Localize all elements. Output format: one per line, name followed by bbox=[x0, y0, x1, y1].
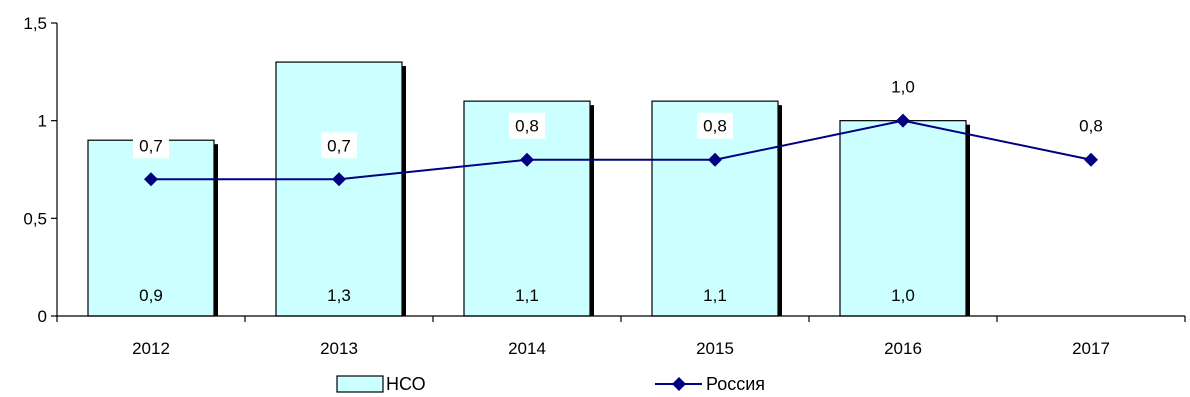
legend-swatch-nso bbox=[336, 375, 384, 393]
legend-swatch-russia-marker bbox=[672, 377, 686, 391]
legend-label-russia: Россия bbox=[706, 374, 765, 394]
line-label-bg-2015 bbox=[697, 112, 733, 139]
marker-russia-2015 bbox=[708, 152, 722, 167]
y-tick-label-0: 0 bbox=[38, 307, 47, 326]
x-tick-label-2017: 2017 bbox=[1072, 339, 1110, 358]
bar-label-2014: 1,1 bbox=[515, 286, 539, 305]
line-label-bg-2017 bbox=[1073, 112, 1109, 139]
bars-layer bbox=[87, 61, 970, 317]
marker-russia-2013 bbox=[332, 172, 346, 187]
bar-2016 bbox=[839, 120, 967, 317]
bar-2012 bbox=[87, 139, 215, 317]
x-tick-label-2014: 2014 bbox=[508, 339, 546, 358]
bar-label-2013: 1,3 bbox=[327, 286, 351, 305]
bar-2013 bbox=[275, 61, 403, 317]
line-label-bg-2013 bbox=[321, 132, 357, 159]
line-label-bg-2014 bbox=[509, 112, 545, 139]
marker-russia-2014 bbox=[520, 152, 534, 167]
axes-layer: 0 0,5 1 1,5 2012 2013 2014 2015 2016 2017 bbox=[23, 14, 1186, 358]
x-tick-label-2013: 2013 bbox=[320, 339, 358, 358]
line-label-2017: 0,8 bbox=[1079, 117, 1103, 136]
y-tick-label-3: 1,5 bbox=[23, 14, 47, 33]
line-label-2013: 0,7 bbox=[327, 136, 351, 155]
x-tick-label-2012: 2012 bbox=[132, 339, 170, 358]
bar-label-2015: 1,1 bbox=[703, 286, 727, 305]
line-label-2012: 0,7 bbox=[139, 136, 163, 155]
x-tick-label-2015: 2015 bbox=[696, 339, 734, 358]
y-tick-label-2: 1 bbox=[38, 112, 47, 131]
line-label-2014: 0,8 bbox=[515, 117, 539, 136]
line-label-bg-2012 bbox=[133, 132, 169, 159]
line-label-bg-2016 bbox=[885, 73, 921, 100]
legend: НСО Россия bbox=[336, 374, 765, 394]
marker-russia-2016 bbox=[896, 113, 910, 128]
line-russia bbox=[151, 119, 1092, 181]
x-tick-label-2016: 2016 bbox=[884, 339, 922, 358]
y-tick-label-1: 0,5 bbox=[23, 209, 47, 228]
line-layer bbox=[144, 113, 1098, 187]
bar-label-2012: 0,9 bbox=[139, 286, 163, 305]
bar-label-2016: 1,0 bbox=[891, 286, 915, 305]
marker-russia-2012 bbox=[144, 172, 158, 187]
legend-label-nso: НСО bbox=[386, 374, 426, 394]
line-label-2016: 1,0 bbox=[891, 78, 915, 97]
marker-russia-2017 bbox=[1084, 152, 1098, 167]
labels-layer: 0,9 1,3 1,1 1,1 1,0 0,7 0,7 0,8 0,8 1,0 0,8 bbox=[133, 73, 1109, 305]
line-label-2015: 0,8 bbox=[703, 117, 727, 136]
